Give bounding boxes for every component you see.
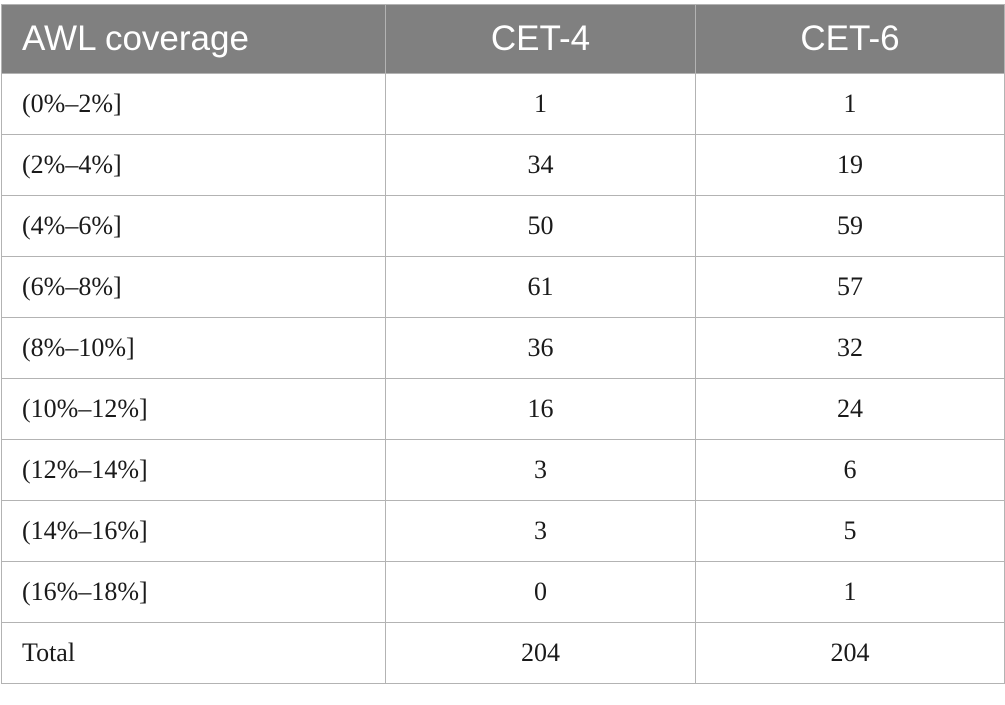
cet-4-count-cell: 34: [385, 134, 696, 196]
coverage-range-cell: (10%–12%]: [1, 378, 386, 440]
coverage-range-cell: (4%–6%]: [1, 195, 386, 257]
header-cet-4: CET-4: [385, 4, 696, 74]
header-row: AWL coverage CET-4 CET-6: [1, 4, 1005, 74]
coverage-range-cell: (12%–14%]: [1, 439, 386, 501]
coverage-range-cell: (6%–8%]: [1, 256, 386, 318]
table-row: (8%–10%] 36 32: [1, 317, 1005, 379]
cet-4-count-cell: 3: [385, 500, 696, 562]
cet-6-count-cell: 57: [695, 256, 1005, 318]
coverage-range-cell: (8%–10%]: [1, 317, 386, 379]
table-row: (14%–16%] 3 5: [1, 500, 1005, 562]
table-row: (2%–4%] 34 19: [1, 134, 1005, 196]
cet-4-count-cell: 1: [385, 73, 696, 135]
coverage-range-cell: (0%–2%]: [1, 73, 386, 135]
cet-4-count-cell: 0: [385, 561, 696, 623]
cet-4-count-cell: 50: [385, 195, 696, 257]
cet-6-count-cell: 5: [695, 500, 1005, 562]
cet-6-count-cell: 6: [695, 439, 1005, 501]
coverage-range-cell: (16%–18%]: [1, 561, 386, 623]
awl-coverage-table: AWL coverage CET-4 CET-6 (0%–2%] 1 1 (2%…: [1, 4, 1005, 684]
cet-6-count-cell: 32: [695, 317, 1005, 379]
coverage-range-cell: (2%–4%]: [1, 134, 386, 196]
total-row: Total 204 204: [1, 622, 1005, 684]
table-row: (0%–2%] 1 1: [1, 73, 1005, 135]
header-awl-coverage: AWL coverage: [1, 4, 386, 74]
cet-6-count-cell: 1: [695, 73, 1005, 135]
cet-6-count-cell: 1: [695, 561, 1005, 623]
table-row: (12%–14%] 3 6: [1, 439, 1005, 501]
table-row: (16%–18%] 0 1: [1, 561, 1005, 623]
cet-4-count-cell: 61: [385, 256, 696, 318]
table-row: (6%–8%] 61 57: [1, 256, 1005, 318]
coverage-range-cell: (14%–16%]: [1, 500, 386, 562]
cet-4-count-cell: 36: [385, 317, 696, 379]
cet-6-total-cell: 204: [695, 622, 1005, 684]
cet-6-count-cell: 24: [695, 378, 1005, 440]
cet-6-count-cell: 59: [695, 195, 1005, 257]
total-label-cell: Total: [1, 622, 386, 684]
cet-6-count-cell: 19: [695, 134, 1005, 196]
table-header: AWL coverage CET-4 CET-6: [1, 4, 1005, 74]
table-row: (10%–12%] 16 24: [1, 378, 1005, 440]
table-body: (0%–2%] 1 1 (2%–4%] 34 19 (4%–6%] 50 59 …: [1, 73, 1005, 684]
cet-4-count-cell: 3: [385, 439, 696, 501]
table-row: (4%–6%] 50 59: [1, 195, 1005, 257]
header-cet-6: CET-6: [695, 4, 1005, 74]
cet-4-count-cell: 16: [385, 378, 696, 440]
cet-4-total-cell: 204: [385, 622, 696, 684]
